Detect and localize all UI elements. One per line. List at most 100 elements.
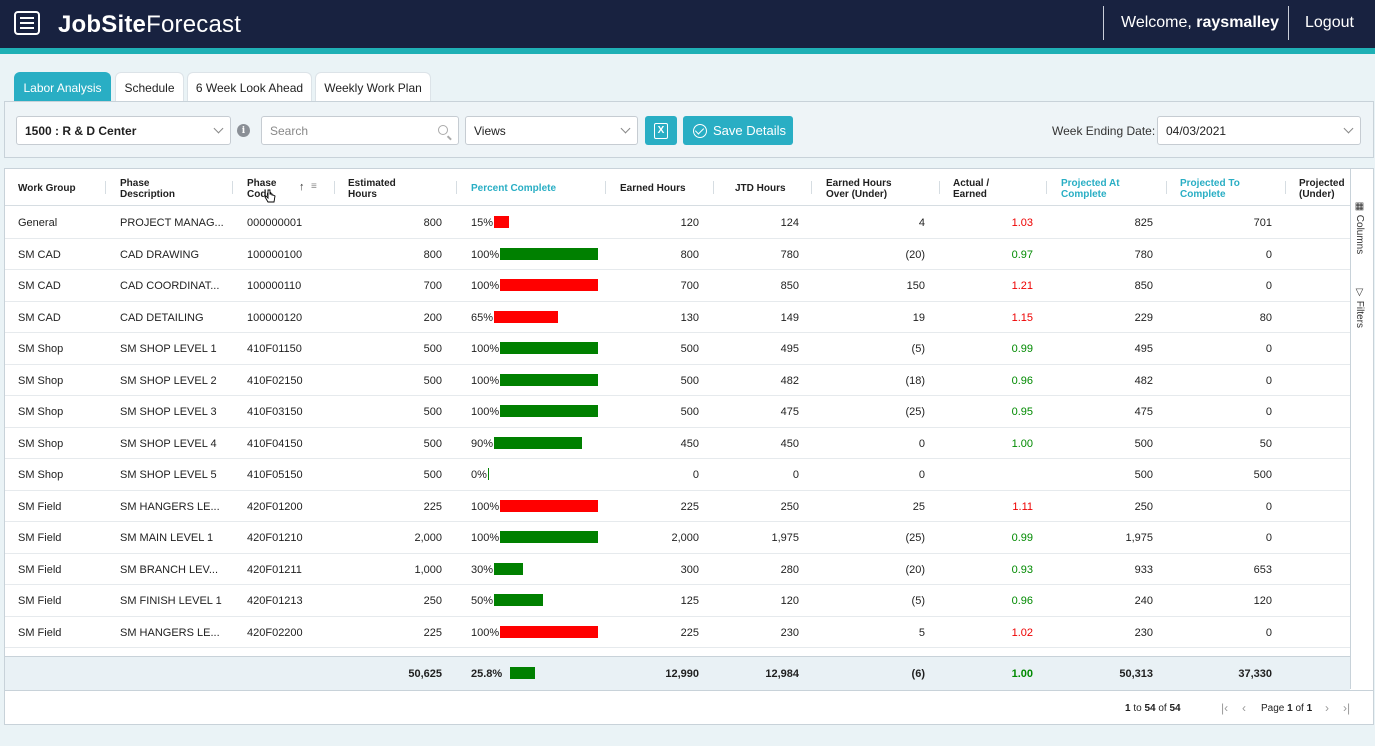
- jtd-hours-cell: 450: [780, 437, 799, 450]
- last-page-icon[interactable]: ›|: [1343, 701, 1351, 715]
- over-under-cell: 5: [918, 626, 925, 639]
- percent-label-cell: 100%: [471, 374, 500, 387]
- table-row[interactable]: SM Field SM HANGERS LE... 420F01200 225 100%…: [5, 491, 1350, 522]
- tab-labor-analysis[interactable]: Labor Analysis: [14, 72, 111, 102]
- projected-at-complete-cell: 482: [1134, 374, 1153, 387]
- total-estimated-hours: 50,625: [408, 668, 442, 680]
- prev-page-icon[interactable]: ‹: [1242, 701, 1246, 715]
- views-select[interactable]: Views: [465, 116, 638, 145]
- estimated-hours-cell: 1,000: [414, 563, 442, 576]
- phase-code-cell: 100000100: [247, 248, 303, 261]
- col-earned-hours[interactable]: Earned Hours: [620, 183, 686, 194]
- export-excel-button[interactable]: X: [645, 116, 677, 145]
- row-count: 1 to 54 of 54: [1125, 703, 1181, 714]
- percent-label-cell: 15%: [471, 217, 494, 229]
- first-page-icon[interactable]: |‹: [1221, 701, 1229, 715]
- col-work-group[interactable]: Work Group: [18, 183, 76, 194]
- table-row[interactable]: SM CAD CAD DETAILING 100000120 200 65% 130 149…: [5, 302, 1350, 333]
- table-row[interactable]: SM Field SM MAIN LEVEL 1 420F01210 2,000 100…: [5, 522, 1350, 554]
- estimated-hours-cell: 700: [423, 280, 442, 292]
- earned-hours-cell: 125: [680, 595, 699, 607]
- week-ending-select[interactable]: 04/03/2021: [1157, 116, 1361, 145]
- table-row[interactable]: SM CAD CAD DRAWING 100000100 800 100% 800 780 (…: [5, 239, 1350, 270]
- col-phase-code[interactable]: Phase Code: [247, 178, 277, 200]
- table-row[interactable]: SM CAD CAD COORDINAT... 100000110 700 100% 70…: [5, 270, 1350, 302]
- earned-hours-cell: 0: [692, 469, 699, 481]
- table-row[interactable]: SM Field SM FINISH LEVEL 1 420F01213 250 50%…: [5, 585, 1350, 617]
- percent-complete-bar: [500, 247, 599, 260]
- table-row[interactable]: SM Field SM BRANCH LEV... 420F01211 1,000 30…: [5, 554, 1350, 585]
- projected-to-complete-cell: 0: [1265, 248, 1272, 261]
- save-details-button[interactable]: Save Details: [683, 116, 793, 145]
- welcome-text: Welcome, raysmalley: [1121, 14, 1280, 31]
- projected-at-complete-cell: 933: [1134, 563, 1153, 576]
- filters-panel-toggle[interactable]: ▽ Filters: [1354, 287, 1365, 329]
- next-page-icon[interactable]: ›: [1325, 701, 1329, 715]
- table-row[interactable]: SM Shop SM SHOP LEVEL 4 410F04150 500 90% 450…: [5, 428, 1350, 459]
- total-actual-earned: 1.00: [1011, 668, 1033, 680]
- col-phase-description[interactable]: Phase Description: [120, 178, 176, 200]
- column-separator: [232, 181, 233, 194]
- phase-description-cell: CAD DRAWING: [120, 248, 200, 261]
- check-circle-icon: [693, 123, 707, 138]
- project-select[interactable]: 1500 : R & D Center: [16, 116, 231, 145]
- table-row[interactable]: SM Shop SM SHOP LEVEL 2 410F02150 500 100% 50…: [5, 365, 1350, 396]
- sort-ascending-icon[interactable]: ↑: [299, 181, 305, 193]
- earned-hours-cell: 225: [680, 500, 699, 513]
- earned-hours-cell: 500: [680, 343, 699, 355]
- table-row[interactable]: SM Shop SM SHOP LEVEL 5 410F05150 500 0% 0 0 0 5…: [5, 459, 1350, 491]
- header-divider: [1103, 6, 1104, 40]
- projected-at-complete-cell: 230: [1134, 626, 1153, 639]
- chevron-down-icon: [213, 123, 224, 134]
- labor-analysis-grid: Work Group Phase Description Phase Code ↑ …: [4, 168, 1374, 725]
- work-group-cell: SM Shop: [18, 437, 64, 450]
- percent-complete-bar: [500, 499, 599, 512]
- column-menu-icon[interactable]: ≡: [311, 181, 317, 192]
- page-indicator: Page 1 of 1: [1261, 703, 1313, 714]
- work-group-cell: SM Shop: [18, 343, 64, 355]
- col-estimated-hours[interactable]: Estimated Hours: [348, 178, 396, 200]
- col-earned-over-under[interactable]: Earned Hours Over (Under): [826, 178, 892, 200]
- col-percent-complete[interactable]: Percent Complete: [471, 183, 557, 194]
- col-jtd-hours[interactable]: JTD Hours: [735, 183, 786, 194]
- jtd-hours-cell: 475: [780, 406, 799, 418]
- phase-code-cell: 410F04150: [247, 437, 303, 450]
- actual-earned-cell: 0.99: [1011, 343, 1033, 355]
- grid-header: Work Group Phase Description Phase Code ↑ …: [5, 169, 1350, 206]
- app-header: JobSiteForecast Welcome, raysmalley Logo…: [0, 0, 1375, 48]
- percent-label-cell: 30%: [471, 563, 494, 576]
- col-projected-to-complete[interactable]: Projected To Complete: [1180, 178, 1240, 200]
- app-logo[interactable]: JobSiteForecast: [58, 11, 242, 38]
- actual-earned-cell: 1.02: [1011, 626, 1033, 639]
- percent-label-cell: 65%: [471, 311, 494, 324]
- earned-hours-cell: 500: [680, 406, 699, 418]
- tab-weekly-work-plan[interactable]: Weekly Work Plan: [315, 72, 431, 102]
- logout-link[interactable]: Logout: [1305, 14, 1354, 31]
- info-icon[interactable]: i: [237, 124, 250, 137]
- over-under-cell: (20): [905, 563, 925, 576]
- projected-to-complete-cell: 500: [1253, 469, 1272, 481]
- percent-complete-bar: [500, 405, 599, 417]
- col-projected-under[interactable]: Projected (Under): [1299, 178, 1345, 200]
- projected-to-complete-cell: 120: [1253, 595, 1272, 607]
- table-row[interactable]: General PROJECT MANAG... 000000001 800 15% 12…: [5, 207, 1350, 239]
- hamburger-menu-icon[interactable]: [14, 11, 40, 35]
- columns-panel-toggle[interactable]: ▦ Columns: [1354, 201, 1365, 255]
- toolbar: 1500 : R & D Center i Search Views X Sav…: [4, 101, 1374, 158]
- column-separator: [334, 181, 335, 194]
- table-row[interactable]: SM Shop SM SHOP LEVEL 1 410F01150 500 100% 50…: [5, 333, 1350, 365]
- estimated-hours-cell: 200: [423, 311, 442, 324]
- search-input[interactable]: Search: [261, 116, 459, 145]
- projected-at-complete-cell: 250: [1134, 500, 1153, 513]
- table-row[interactable]: SM Shop SM SHOP LEVEL 3 410F03150 500 100% 50…: [5, 396, 1350, 428]
- over-under-cell: 19: [912, 311, 925, 324]
- col-actual-earned[interactable]: Actual / Earned: [953, 178, 990, 200]
- table-row[interactable]: SM Field SM HANGERS LE... 420F02200 225 100%…: [5, 617, 1350, 648]
- col-projected-at-complete[interactable]: Projected At Complete: [1061, 178, 1120, 200]
- over-under-cell: (20): [905, 248, 925, 261]
- chevron-down-icon: [620, 123, 631, 134]
- percent-complete-bar: [500, 342, 599, 354]
- tab-schedule[interactable]: Schedule: [115, 72, 184, 102]
- tab-6-week-look-ahead[interactable]: 6 Week Look Ahead: [187, 72, 312, 102]
- jtd-hours-cell: 482: [780, 374, 799, 387]
